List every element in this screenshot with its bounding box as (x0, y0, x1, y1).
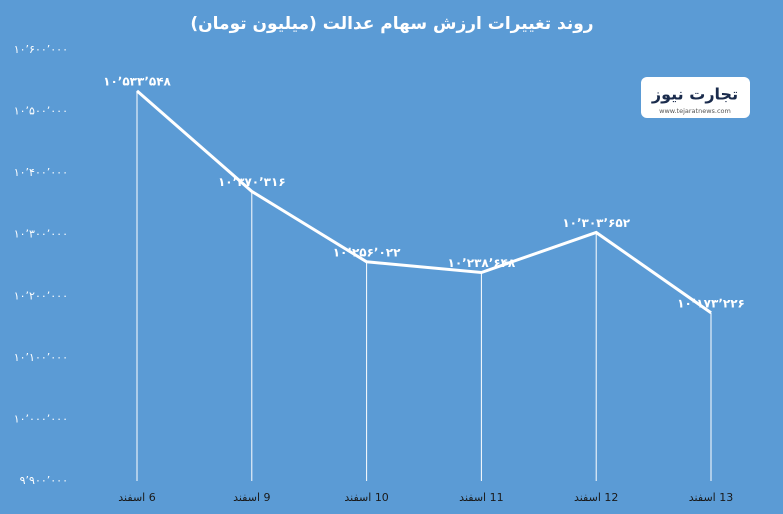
y-tick-label: ۹٬۹۰۰٬۰۰۰ (20, 474, 68, 487)
x-tick-label: 12 اسفند (574, 491, 618, 504)
value-label: ۱۰٬۲۳۸٬۶۴۸ (448, 256, 516, 270)
y-tick-label: ۱۰٬۱۰۰٬۰۰۰ (14, 351, 68, 364)
x-tick-label: 9 اسفند (233, 491, 270, 504)
value-label: ۱۰٬۱۷۳٬۲۲۶ (677, 296, 745, 310)
value-label: ۱۰٬۵۳۳٬۵۴۸ (103, 74, 171, 88)
x-tick-label: 13 اسفند (689, 491, 733, 504)
chart-title: روند تغییرات ارزش سهام عدالت (میلیون توم… (190, 14, 593, 34)
logo-box (641, 77, 750, 118)
x-tick-label: 6 اسفند (118, 491, 155, 504)
value-label: ۱۰٬۳۷۰٬۳۱۶ (218, 175, 286, 189)
y-tick-label: ۱۰٬۰۰۰٬۰۰۰ (14, 412, 68, 425)
logo-url: www.tejaratnews.com (659, 107, 731, 115)
y-tick-label: ۱۰٬۲۰۰٬۰۰۰ (14, 289, 68, 302)
value-label: ۱۰٬۳۰۳٬۶۵۲ (562, 216, 630, 230)
logo-name: تجارت نیوز (651, 85, 738, 104)
y-tick-label: ۱۰٬۴۰۰٬۰۰۰ (14, 166, 68, 179)
x-tick-label: 10 اسفند (344, 491, 388, 504)
y-tick-label: ۱۰٬۶۰۰٬۰۰۰ (14, 43, 68, 56)
x-tick-label: 11 اسفند (459, 491, 503, 504)
y-tick-label: ۱۰٬۳۰۰٬۰۰۰ (14, 228, 68, 241)
value-label: ۱۰٬۲۵۶٬۰۲۲ (333, 245, 401, 259)
logo: تجارت نیوز www.tejaratnews.com (641, 77, 750, 118)
y-tick-label: ۱۰٬۵۰۰٬۰۰۰ (14, 105, 68, 118)
line (136, 89, 712, 315)
